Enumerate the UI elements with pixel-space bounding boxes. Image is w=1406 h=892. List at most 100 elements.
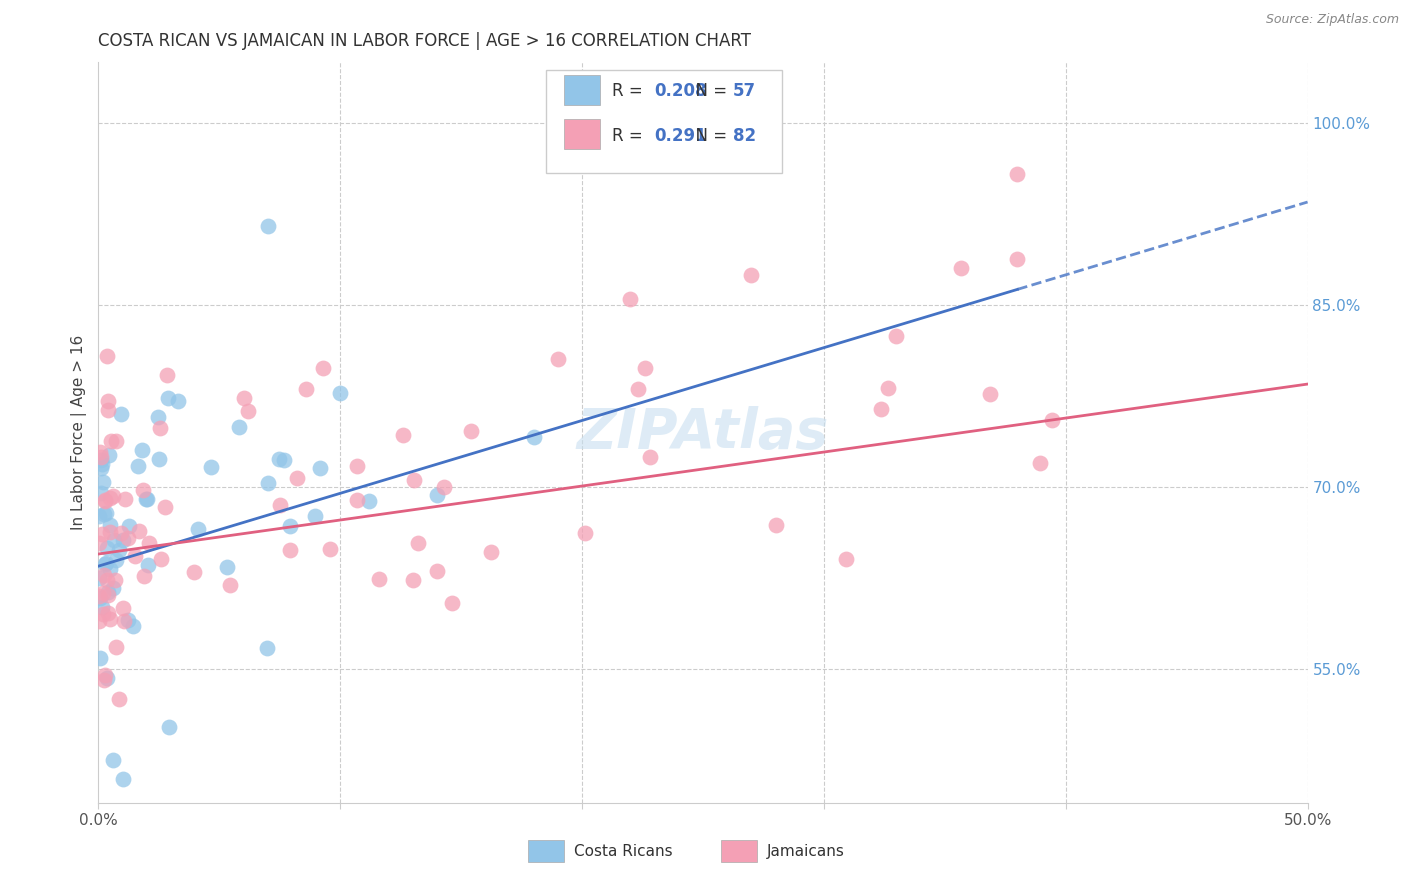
Point <box>94 557 117 571</box>
Point <box>440 596 463 610</box>
Point <box>267 452 290 467</box>
Point <box>392 427 415 442</box>
Text: N =: N = <box>685 127 733 145</box>
Point <box>104 573 127 587</box>
Point <box>124 549 146 564</box>
Point <box>94 667 117 681</box>
Point <box>90 460 112 475</box>
Text: 0.291: 0.291 <box>655 127 707 145</box>
Text: 57: 57 <box>734 82 756 100</box>
Point <box>329 385 352 400</box>
Point <box>90 485 112 500</box>
FancyBboxPatch shape <box>546 70 782 173</box>
Point <box>114 491 136 506</box>
Point <box>426 564 449 578</box>
Point <box>432 480 454 494</box>
Point <box>98 517 121 532</box>
Point <box>357 494 380 508</box>
Point <box>108 691 131 706</box>
Point <box>96 349 118 363</box>
Point <box>346 493 368 508</box>
Point <box>167 394 190 409</box>
Point <box>117 531 139 545</box>
Text: N =: N = <box>685 82 733 100</box>
Point <box>97 588 120 602</box>
Point <box>269 498 291 512</box>
Point <box>131 442 153 457</box>
Point <box>111 533 134 548</box>
Text: 0.208: 0.208 <box>655 82 707 100</box>
Point <box>94 494 117 508</box>
Point <box>148 451 170 466</box>
Point <box>1029 456 1052 470</box>
Point <box>87 614 110 628</box>
Point <box>835 552 858 566</box>
Point <box>1007 252 1029 266</box>
Point <box>110 526 132 541</box>
Text: ZIPAtlas: ZIPAtlas <box>576 406 830 459</box>
FancyBboxPatch shape <box>564 75 600 104</box>
Point <box>91 607 114 621</box>
Point <box>111 772 134 786</box>
Point <box>869 402 891 417</box>
Point <box>121 619 143 633</box>
Point <box>183 566 205 580</box>
Text: Jamaicans: Jamaicans <box>768 844 845 859</box>
Point <box>304 509 326 524</box>
Point <box>319 542 342 557</box>
Point <box>256 476 278 491</box>
Point <box>101 489 124 503</box>
Point <box>146 409 169 424</box>
Point <box>574 526 596 541</box>
Point <box>98 612 121 626</box>
Point <box>87 509 110 524</box>
Point <box>105 553 128 567</box>
Point <box>479 545 502 559</box>
Point <box>98 562 121 576</box>
Point <box>97 448 120 462</box>
FancyBboxPatch shape <box>721 840 758 862</box>
Point <box>149 551 172 566</box>
Point <box>127 458 149 473</box>
Point <box>256 640 278 655</box>
Point <box>91 457 114 471</box>
Point <box>93 507 115 521</box>
Point <box>638 450 661 464</box>
Point <box>278 519 301 533</box>
Point <box>90 450 112 465</box>
Point <box>97 585 120 599</box>
Point <box>136 558 159 572</box>
Point <box>94 506 117 520</box>
Point <box>236 404 259 418</box>
Point <box>97 403 120 417</box>
Point <box>884 328 907 343</box>
Point <box>100 491 122 506</box>
Point <box>100 434 122 449</box>
Point <box>547 352 569 367</box>
Point <box>273 453 295 467</box>
Point <box>402 473 425 487</box>
Point <box>135 491 157 506</box>
Point <box>406 536 429 550</box>
Point <box>93 568 115 582</box>
Point <box>233 392 256 406</box>
Point <box>117 613 139 627</box>
Point <box>87 589 110 603</box>
Point <box>949 261 972 276</box>
Point <box>1040 413 1063 427</box>
Point <box>426 488 449 502</box>
Point <box>634 360 657 375</box>
FancyBboxPatch shape <box>564 120 600 149</box>
Point <box>91 586 114 600</box>
Text: Source: ZipAtlas.com: Source: ZipAtlas.com <box>1265 13 1399 27</box>
Point <box>128 524 150 539</box>
Point <box>627 382 650 396</box>
Point <box>523 429 546 443</box>
Point <box>112 615 135 629</box>
Point <box>136 491 159 506</box>
Point <box>105 640 128 654</box>
Text: 82: 82 <box>734 127 756 145</box>
Point <box>157 720 180 734</box>
Point <box>219 577 242 591</box>
Point <box>309 461 332 475</box>
